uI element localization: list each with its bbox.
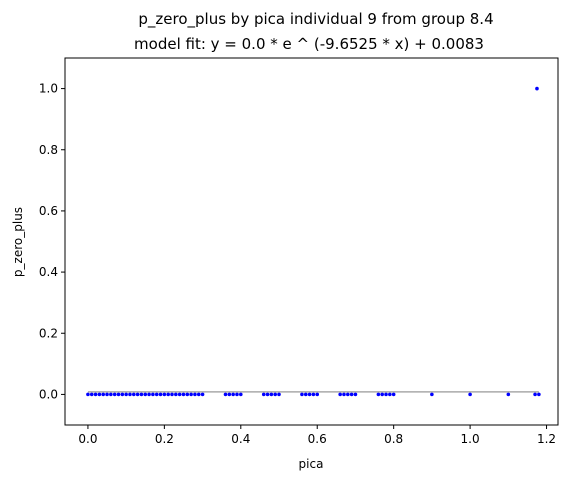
data-point (189, 392, 193, 397)
data-point (151, 392, 155, 397)
data-point (181, 392, 186, 397)
data-point (86, 392, 90, 397)
x-axis-label: pica (299, 457, 324, 471)
data-point (391, 392, 396, 397)
data-point (265, 392, 270, 397)
y-tick-label: 0.6 (39, 204, 58, 218)
data-point (105, 392, 109, 397)
data-point (120, 392, 125, 397)
data-point (196, 392, 201, 397)
data-point (223, 392, 228, 397)
data-point (384, 392, 388, 397)
data-point (303, 392, 308, 397)
data-point (147, 392, 151, 397)
data-point (430, 392, 434, 397)
y-tick-label: 0.4 (39, 265, 58, 279)
data-point (135, 392, 140, 397)
y-axis-label: p_zero_plus (11, 207, 25, 277)
data-point (235, 392, 239, 397)
data-point (380, 392, 385, 397)
data-point (388, 392, 392, 397)
data-point (315, 392, 320, 397)
plot-area (86, 86, 541, 397)
data-point (97, 392, 102, 397)
data-point (109, 392, 113, 397)
data-point (158, 392, 163, 397)
y-tick-label: 0.2 (39, 326, 58, 340)
y-tick-label: 1.0 (39, 82, 58, 96)
x-tick-label: 0.2 (155, 432, 174, 446)
data-point (338, 392, 342, 397)
x-tick-label: 1.0 (461, 432, 480, 446)
data-point (277, 392, 281, 397)
data-point (506, 392, 511, 397)
data-point (307, 392, 312, 397)
data-point (185, 392, 190, 397)
x-tick-label: 0.6 (308, 432, 327, 446)
data-point (166, 392, 170, 397)
data-point (273, 392, 277, 397)
data-point (101, 392, 106, 397)
data-point (342, 392, 346, 397)
data-point (93, 392, 98, 397)
data-point (300, 392, 304, 397)
data-point (170, 392, 174, 397)
x-tick-label: 0.8 (384, 432, 403, 446)
data-point (376, 392, 381, 397)
data-point (535, 86, 539, 91)
data-point (269, 392, 274, 397)
data-point (131, 392, 136, 397)
data-point (124, 392, 128, 397)
data-point (311, 392, 316, 397)
x-tick-label: 0.4 (231, 432, 250, 446)
chart-subtitle: model fit: y = 0.0 * e ^ (-9.6525 * x) +… (134, 35, 484, 53)
data-point (193, 392, 197, 397)
data-point (162, 392, 167, 397)
x-tick-label: 0.0 (78, 432, 97, 446)
data-point (468, 392, 472, 397)
data-point (200, 392, 205, 397)
data-point (346, 392, 350, 397)
y-axis: 0.0 0.2 0.4 0.6 0.8 1.0 (39, 82, 65, 401)
x-axis: 0.0 0.2 0.4 0.6 0.8 1.0 1.2 (78, 425, 556, 446)
data-point (89, 392, 94, 397)
y-tick-label: 0.0 (39, 387, 58, 401)
data-point (112, 392, 117, 397)
data-point (116, 392, 121, 397)
data-point (154, 392, 159, 397)
data-point (227, 392, 232, 397)
x-tick-label: 1.2 (537, 432, 556, 446)
data-point (261, 392, 266, 397)
data-point (139, 392, 144, 397)
plot-frame (64, 57, 559, 426)
data-point (537, 392, 541, 397)
data-point (231, 392, 235, 397)
data-point (128, 392, 132, 397)
data-point (174, 392, 178, 397)
data-point (177, 392, 182, 397)
y-tick-label: 0.8 (39, 143, 58, 157)
data-point (239, 392, 243, 397)
data-point (533, 392, 537, 397)
data-point (349, 392, 354, 397)
data-point (143, 392, 148, 397)
data-point (353, 392, 358, 397)
chart-title: p_zero_plus by pica individual 9 from gr… (138, 10, 493, 29)
